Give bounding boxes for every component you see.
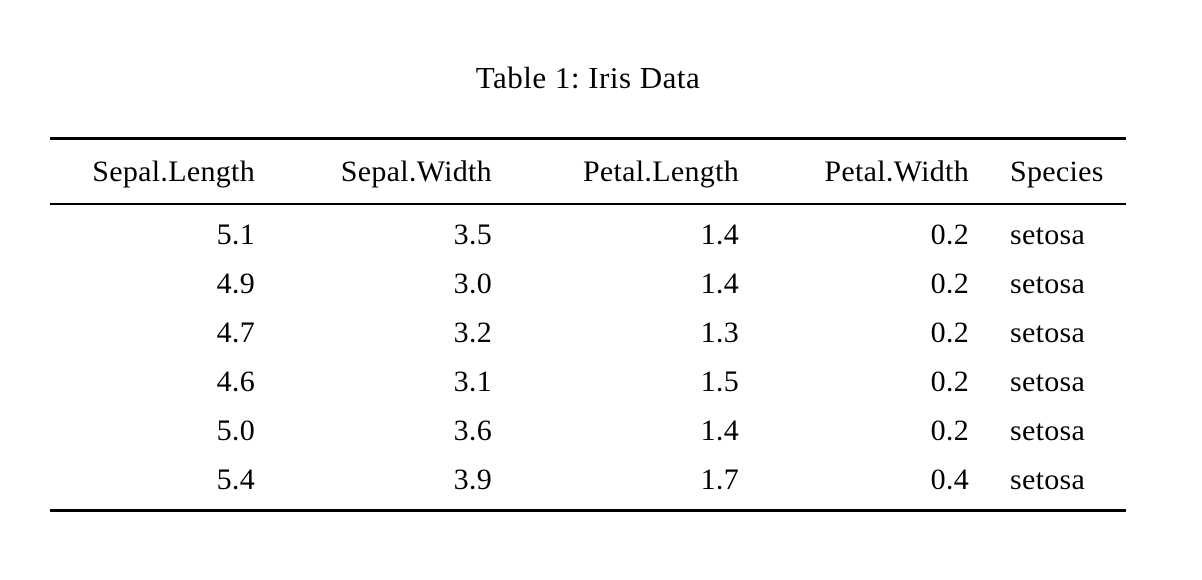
table-row: 4.6 3.1 1.5 0.2 setosa <box>50 357 1126 406</box>
table-cell: 3.1 <box>453 364 492 398</box>
table-cell: 0.2 <box>930 217 969 251</box>
table-body: 5.1 3.5 1.4 0.2 setosa 4.9 3.0 1.4 0.2 setosa 4.7 3… <box>50 204 1126 511</box>
table-cell: 1.5 <box>700 364 739 398</box>
column-header-sepal-length: Sepal.Length <box>50 138 275 205</box>
column-header-petal-length: Petal.Length <box>512 138 759 205</box>
table-cell: 0.2 <box>930 413 969 447</box>
iris-data-table: Sepal.Length Sepal.Width Petal.Length Petal… <box>50 137 1126 512</box>
table-cell: setosa <box>1010 462 1086 496</box>
table-cell: 5.4 <box>216 462 255 496</box>
table-row: 5.4 3.9 1.7 0.4 setosa <box>50 455 1126 511</box>
table-cell: 3.6 <box>453 413 492 447</box>
table-cell: 0.2 <box>930 315 969 349</box>
table-cell: 3.0 <box>453 266 492 300</box>
table-cell: setosa <box>1010 364 1086 398</box>
column-header-sepal-width: Sepal.Width <box>275 138 512 205</box>
table-cell: setosa <box>1010 217 1086 251</box>
column-header-species: Species <box>989 138 1126 205</box>
table-cell: 5.1 <box>216 217 255 251</box>
table-cell: 1.3 <box>700 315 739 349</box>
table-cell: 1.4 <box>700 266 739 300</box>
table-cell: 4.6 <box>216 364 255 398</box>
table-cell: 3.5 <box>453 217 492 251</box>
table-header-row: Sepal.Length Sepal.Width Petal.Length Petal… <box>50 138 1126 205</box>
table-cell: 0.4 <box>930 462 969 496</box>
table-cell: setosa <box>1010 315 1086 349</box>
table-cell: 1.4 <box>700 217 739 251</box>
table-cell: setosa <box>1010 266 1086 300</box>
table-row: 4.9 3.0 1.4 0.2 setosa <box>50 259 1126 308</box>
table-cell: 4.9 <box>216 266 255 300</box>
table-cell: 0.2 <box>930 364 969 398</box>
table-cell: 4.7 <box>216 315 255 349</box>
table-head: Sepal.Length Sepal.Width Petal.Length Petal… <box>50 138 1126 205</box>
table-row: 5.0 3.6 1.4 0.2 setosa <box>50 406 1126 455</box>
column-header-petal-width: Petal.Width <box>759 138 989 205</box>
table-cell: 1.7 <box>700 462 739 496</box>
table-cell: 3.9 <box>453 462 492 496</box>
table-cell: 3.2 <box>453 315 492 349</box>
table-cell: 5.0 <box>216 413 255 447</box>
table-row: 5.1 3.5 1.4 0.2 setosa <box>50 204 1126 259</box>
table-cell: 0.2 <box>930 266 969 300</box>
table-cell: 1.4 <box>700 413 739 447</box>
table-caption: Table 1: Iris Data <box>475 60 701 95</box>
table-row: 4.7 3.2 1.3 0.2 setosa <box>50 308 1126 357</box>
table-cell: setosa <box>1010 413 1086 447</box>
